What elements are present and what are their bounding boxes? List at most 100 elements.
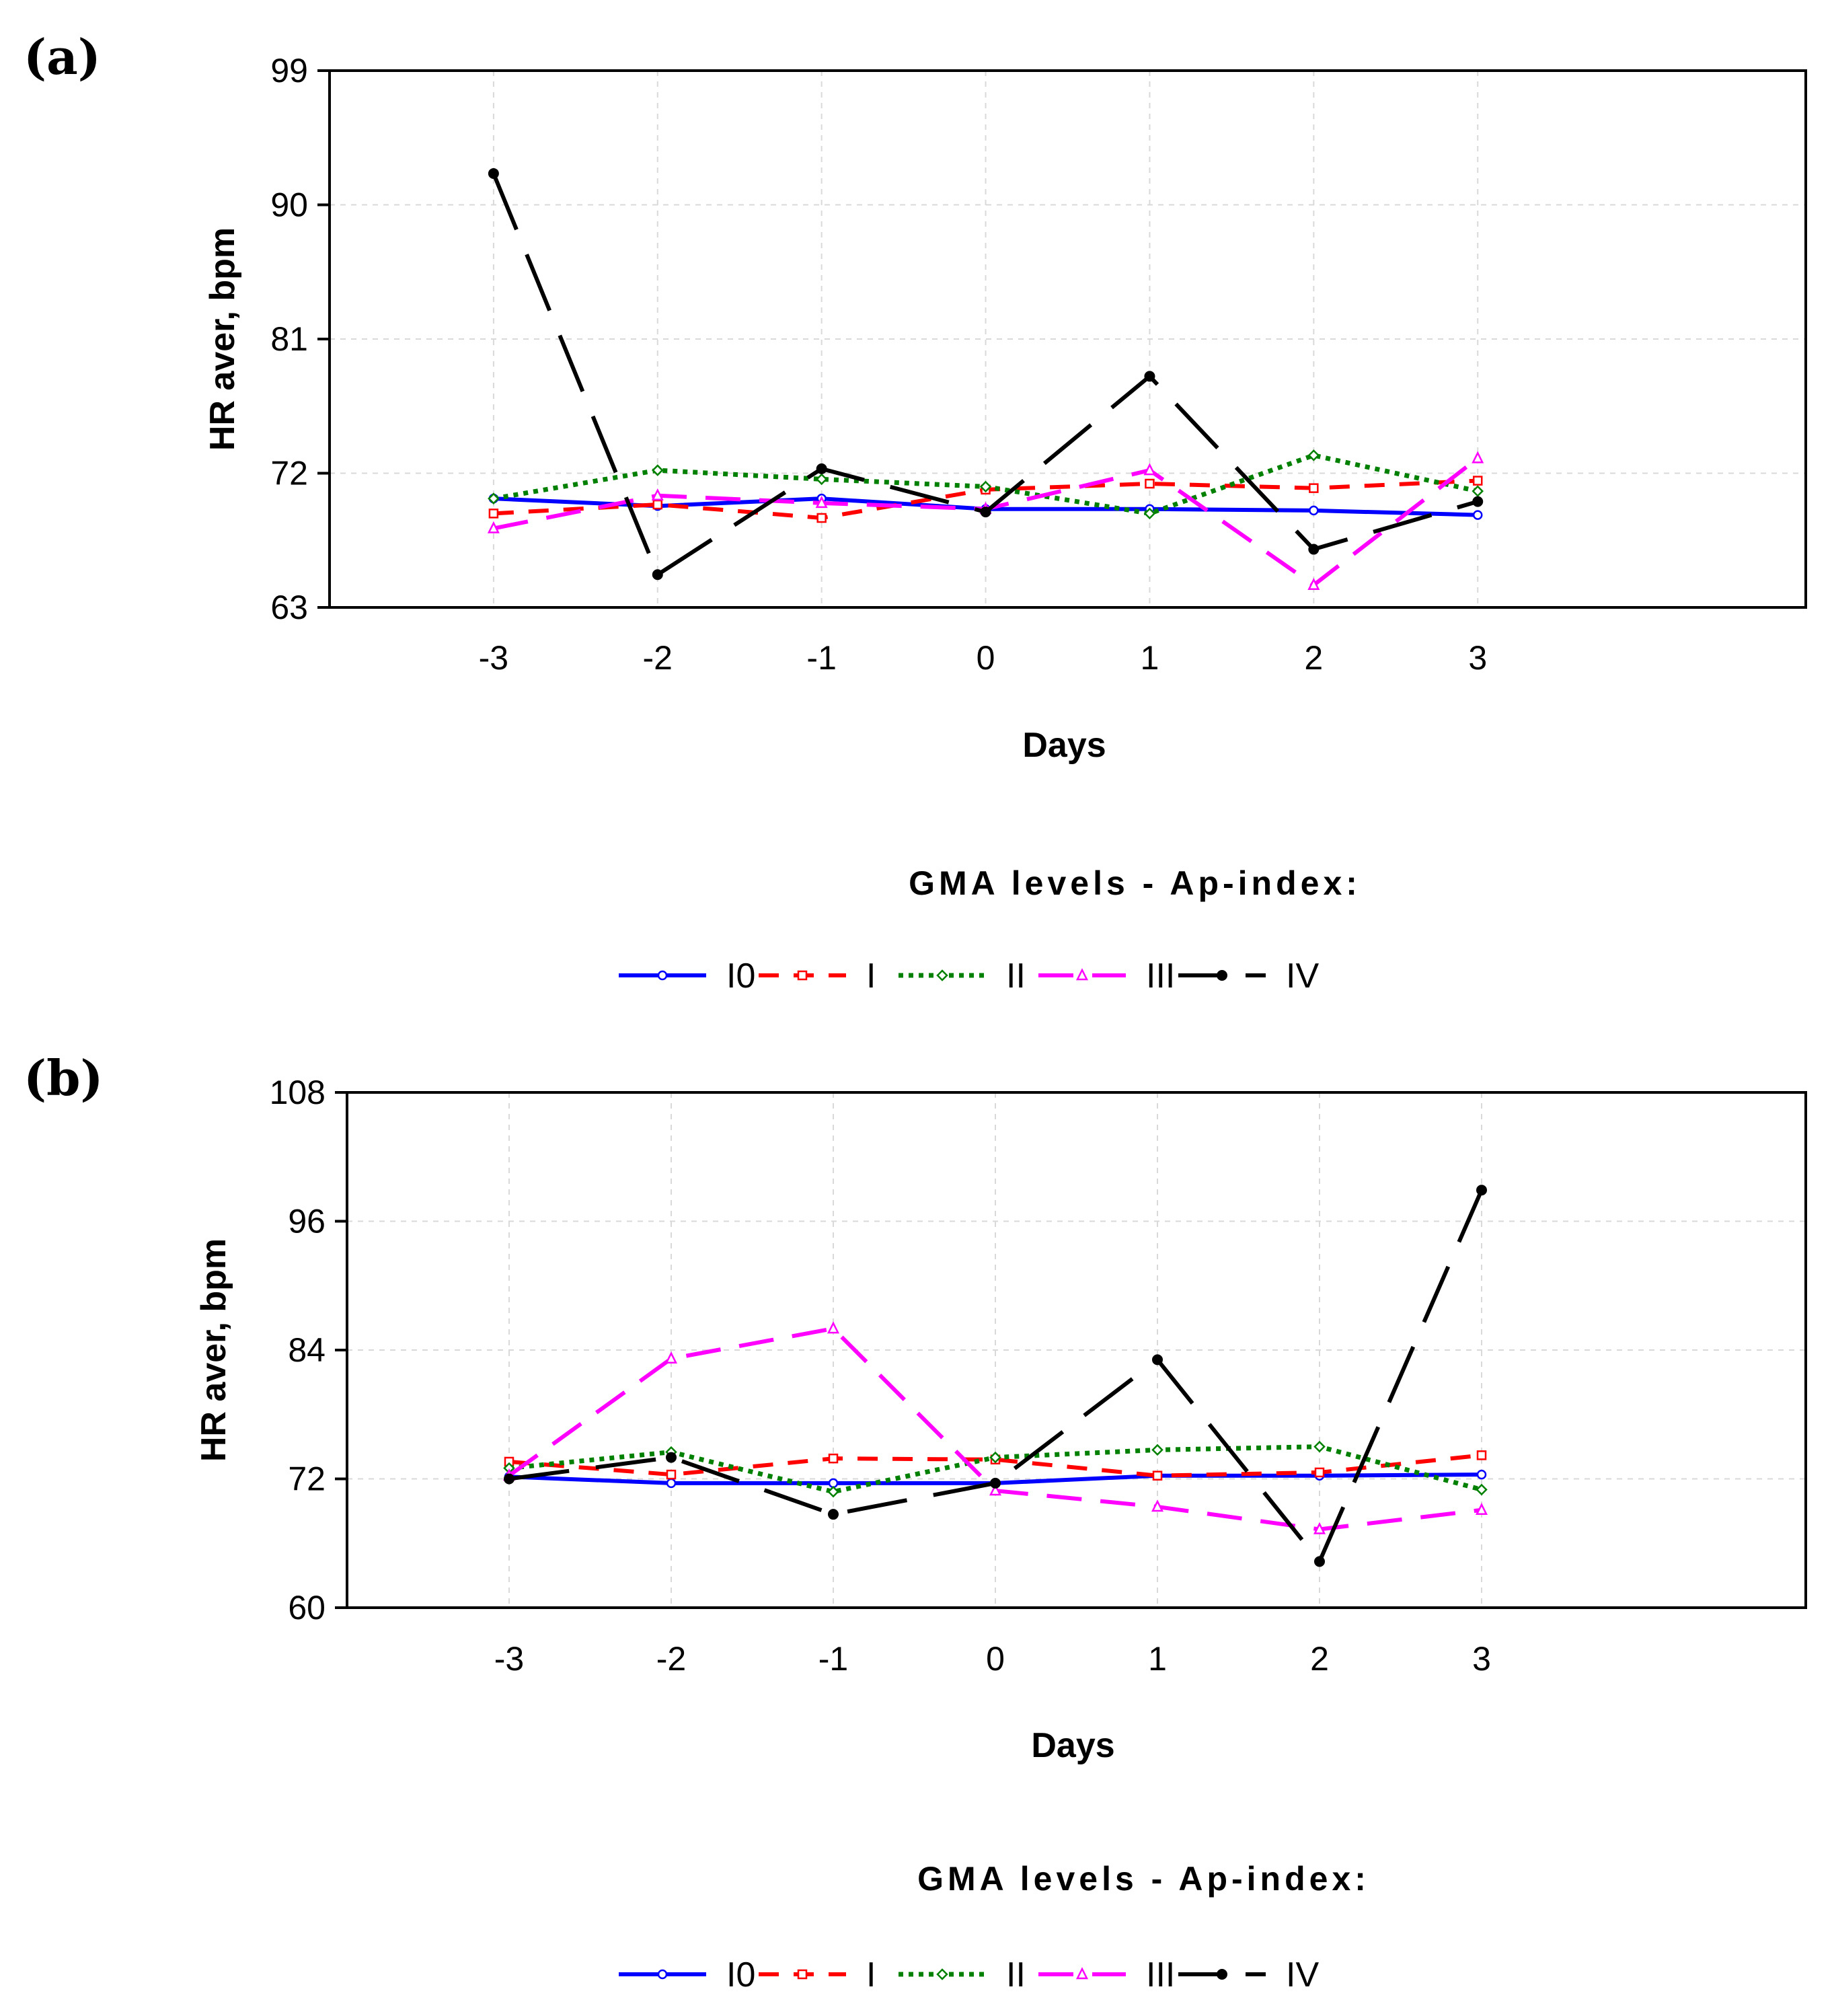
data-point-iv [1472, 496, 1484, 507]
legend-marker-ii [936, 1968, 948, 1980]
data-point-i [1472, 476, 1483, 486]
x-tick-label: -3 [494, 1640, 524, 1678]
legend-marker-i [797, 1969, 808, 1980]
legend-title: GMA levels - Ap-index: [909, 864, 1361, 902]
data-point-i [652, 499, 663, 510]
data-point-iii [1151, 1499, 1164, 1512]
data-point-iv [652, 569, 663, 581]
x-tick-label: 2 [1304, 639, 1323, 677]
x-tick-label: 0 [977, 639, 995, 677]
data-point-iii [815, 496, 828, 509]
legend-label-ii: II [1006, 957, 1026, 996]
data-point-iv [990, 1477, 1001, 1489]
data-point-i [1314, 1467, 1325, 1478]
x-axis-title: Days [1031, 1726, 1114, 1765]
y-tick-label: 96 [288, 1203, 326, 1240]
data-point-iv [816, 463, 827, 474]
data-point-iii [1307, 577, 1320, 590]
legend-marker-iv [1217, 970, 1227, 981]
chart-panel-b: (b) 60 72 84 96 108 -3 -2 -1 0 1 2 3 Days HR aver, bpm… [24, 1049, 1807, 1994]
data-point-iv [1152, 1354, 1163, 1366]
legend-label-iii: III [1146, 957, 1175, 996]
x-tick-label: 0 [986, 1640, 1005, 1678]
legend-title: GMA levels - Ap-index: [917, 1860, 1370, 1898]
data-point-i [488, 509, 499, 519]
data-point-i [1309, 483, 1319, 493]
legend-label-iii: III [1146, 1955, 1175, 1994]
data-point-i [1145, 478, 1155, 489]
legend-label-i: I [866, 957, 876, 996]
data-point-ii [989, 1451, 1001, 1464]
data-point-ii [827, 1485, 839, 1498]
data-point-ii [1476, 1483, 1488, 1496]
data-point-iv [666, 1452, 677, 1463]
data-point-ii [979, 480, 992, 493]
data-point-ii [488, 492, 500, 505]
data-point-ii [652, 464, 664, 476]
y-tick-label: 72 [288, 1460, 326, 1498]
legend-label-ii: II [1006, 1955, 1026, 1994]
data-point-iv [1476, 1185, 1487, 1196]
y-tick-label: 108 [270, 1074, 326, 1111]
data-point-iii [989, 1483, 1002, 1496]
data-point-i [666, 1469, 677, 1480]
data-point-i [816, 513, 827, 523]
data-point-ii [1472, 485, 1484, 497]
data-point-i0 [666, 1478, 677, 1489]
panel-label: (a) [24, 28, 101, 85]
y-tick-label: 90 [270, 186, 308, 224]
y-axis-title: HR aver, bpm [203, 227, 242, 451]
legend-label-iv: IV [1286, 1955, 1319, 1994]
data-point-i0 [1476, 1469, 1487, 1480]
x-tick-label: 1 [1148, 1640, 1167, 1678]
y-tick-label: 84 [288, 1331, 326, 1369]
plot-frame [346, 1091, 1807, 1609]
plot-frame [328, 69, 1807, 609]
legend-marker-iii [1075, 1967, 1089, 1980]
data-point-iv [1144, 371, 1155, 382]
y-tick-label: 99 [270, 52, 308, 89]
y-tick-label: 63 [270, 589, 308, 626]
data-point-i [1476, 1450, 1487, 1460]
data-point-iii [827, 1321, 840, 1334]
data-point-iv [980, 507, 991, 518]
x-tick-label: 2 [1310, 1640, 1329, 1678]
data-point-iv [828, 1509, 839, 1520]
y-tick-label: 72 [270, 455, 308, 492]
y-tick-label: 60 [288, 1589, 326, 1627]
data-point-iii [1475, 1502, 1488, 1516]
data-point-ii [1143, 507, 1156, 520]
data-point-iv [1308, 544, 1320, 555]
chart-panel-a: (a) 63 72 81 90 99 -3 -2 -1 0 1 2 3 Days HR aver, bpm G… [24, 28, 1807, 996]
x-tick-label: -1 [818, 1640, 848, 1678]
data-point-ii [1151, 1444, 1163, 1456]
panel-label: (b) [24, 1049, 103, 1107]
legend-label-iv: IV [1286, 957, 1319, 996]
legend-label-i: I [866, 1955, 876, 1994]
data-point-i0 [1472, 510, 1483, 520]
x-tick-label: -3 [479, 639, 508, 677]
x-tick-label: -2 [656, 1640, 686, 1678]
data-point-i [828, 1453, 839, 1464]
legend-marker-i0 [657, 1969, 668, 1980]
data-point-i [1152, 1470, 1163, 1481]
data-point-iv [504, 1473, 514, 1485]
data-point-i0 [1309, 505, 1319, 516]
x-tick-label: 1 [1141, 639, 1159, 677]
data-point-iv [1314, 1556, 1325, 1567]
data-point-ii [815, 473, 828, 486]
legend-marker-ii [936, 969, 948, 981]
data-point-iii [664, 1351, 678, 1364]
y-tick-label: 81 [270, 320, 308, 358]
legend-marker-iv [1217, 1969, 1227, 1980]
legend-marker-iii [1075, 968, 1089, 981]
x-axis-title: Days [1022, 726, 1106, 765]
data-point-iii [1313, 1522, 1326, 1534]
data-point-iv [488, 167, 499, 179]
x-tick-label: 3 [1468, 639, 1487, 677]
legend-label-i0: I0 [726, 1955, 755, 1994]
data-point-iii [1143, 463, 1156, 476]
y-axis-title: HR aver, bpm [194, 1238, 233, 1462]
data-point-iii [1472, 451, 1484, 463]
